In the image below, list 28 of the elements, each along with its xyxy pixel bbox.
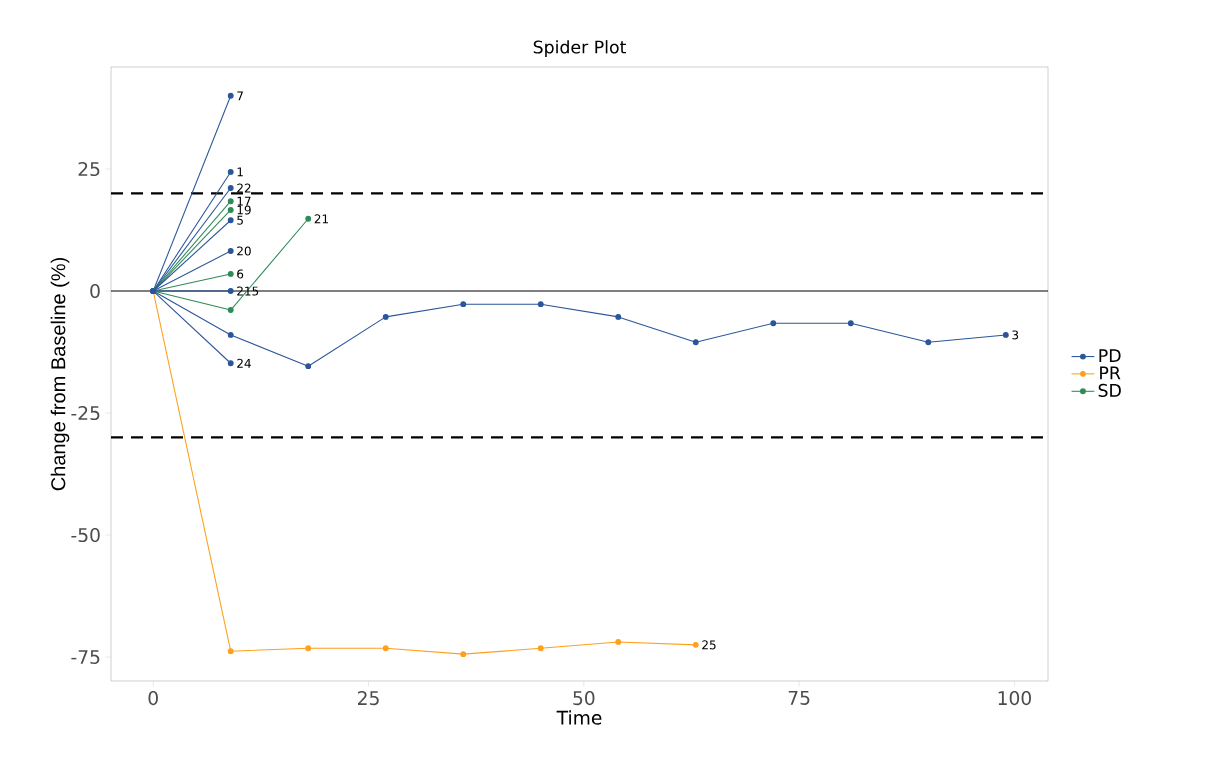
annotation: 7 — [237, 91, 243, 101]
x-tick-label: 0 — [148, 691, 158, 706]
x-tick-label: 75 — [788, 691, 810, 705]
legend-label: PD — [1099, 349, 1121, 362]
x-tick-label: 50 — [573, 691, 595, 706]
annotation: 22 — [237, 183, 251, 193]
x-axis-title: Time — [556, 710, 602, 725]
y-tick-label: 0 — [90, 283, 100, 299]
annotation: 20 — [237, 246, 251, 256]
annotation: 19 — [237, 205, 251, 215]
annotation: 17 — [237, 196, 251, 206]
annotation: 24 — [237, 358, 251, 368]
annotation: 25 — [702, 640, 716, 650]
x-tick-label: 100 — [998, 691, 1031, 706]
y-tick-label: 25 — [78, 161, 100, 177]
y-tick-label: -75 — [71, 650, 100, 665]
annotation: 3 — [1012, 330, 1019, 340]
annotation: 1 — [237, 167, 243, 177]
legend-label: SD — [1098, 383, 1121, 397]
y-tick-label: -25 — [71, 405, 100, 421]
x-tick-label: 25 — [357, 691, 379, 706]
chart-title: Spider Plot — [533, 40, 626, 57]
y-axis-title: Change from Baseline (%) — [50, 258, 70, 491]
annotation: 5 — [237, 215, 243, 225]
legend-label: PR — [1100, 366, 1121, 380]
y-tick-label: -50 — [71, 527, 100, 543]
annotation: 21 — [314, 214, 328, 224]
annotation: 6 — [237, 269, 244, 279]
